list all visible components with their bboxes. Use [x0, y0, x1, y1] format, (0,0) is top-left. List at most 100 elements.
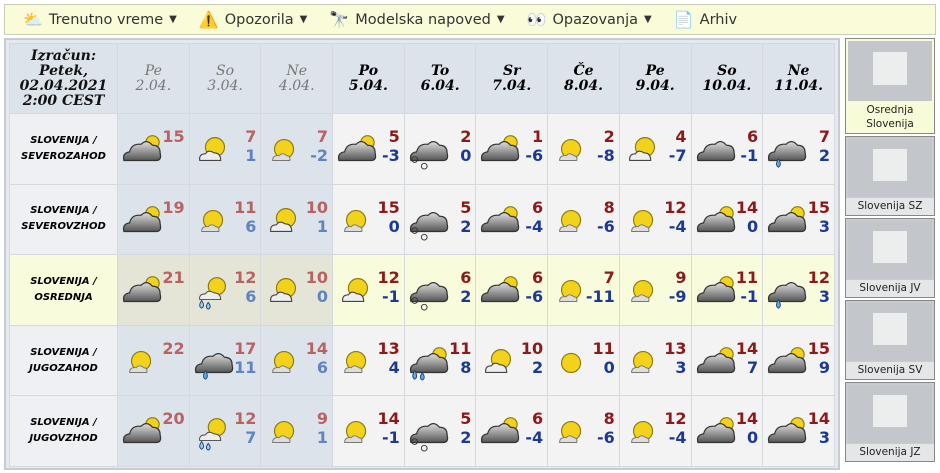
mostly-sunny-icon [622, 201, 666, 241]
min-temp: 7 [747, 357, 759, 377]
rain-icon [765, 130, 809, 170]
forecast-cell: 13 4 [332, 324, 405, 397]
mostly-cloudy-icon [765, 201, 809, 241]
forecast-cell: 7 -11 [547, 254, 620, 326]
day-header: To 6.04. [403, 43, 477, 114]
min-temp: 1 [316, 428, 329, 448]
region-label-line: SEVEROVZHOD [21, 221, 106, 233]
forecast-cell: 15 3 [762, 183, 835, 256]
day-name: So [216, 62, 235, 79]
forecast-cell: 20 [117, 395, 190, 467]
day-date: 10.04. [702, 77, 752, 94]
region-map-list: Osrednja Slovenija Slovenija SZ Slovenija J… [845, 38, 937, 464]
region-row: SLOVENIJA / SEVEROZAHOD 15 7 1 7 -2 5 -3 2 0 1 -6 2 -8… [9, 113, 835, 185]
menu-arhiv[interactable]: 📄 Arhiv [674, 10, 737, 29]
showers-icon [192, 271, 236, 311]
partly-cloudy-icon [192, 130, 236, 170]
mostly-sunny-icon [622, 412, 666, 452]
region-label-line: SLOVENIJA / [30, 275, 97, 287]
max-temp: 12 [664, 197, 687, 217]
max-temp: 14 [735, 338, 759, 358]
region-map-thumbnail[interactable]: Slovenija SV [845, 300, 935, 380]
forecast-cell: 22 [117, 324, 190, 397]
menu-opozorila[interactable]: ⚠️ Opozorila ▼ [199, 10, 308, 29]
forecast-table-container: Izračun: Petek, 02.04.2021 2:00 CEST Pe 2.04.… [4, 38, 840, 470]
mostly-cloudy-icon [120, 412, 164, 452]
forecast-cell: 11 -1 [690, 254, 764, 326]
max-temp: 17 [234, 338, 257, 358]
caret-down-icon: ▼ [299, 14, 308, 25]
forecast-cell: 5 -3 [332, 113, 405, 185]
menu-opazovanja[interactable]: 👀 Opazovanja ▼ [527, 10, 652, 29]
forecast-cell: 21 [117, 254, 190, 326]
region-map-image [848, 41, 932, 101]
region-label-line: SEVEROZAHOD [21, 150, 106, 162]
region-label-line: SLOVENIJA / [30, 205, 97, 217]
calc-line: Petek, [38, 62, 88, 79]
max-temp: 7 [818, 127, 830, 146]
region-label[interactable]: SLOVENIJA / OSREDNJA [9, 254, 118, 326]
caption-line: Slovenija SZ [857, 200, 923, 212]
region-row: SLOVENIJA / JUGOZAHOD 22 17 11 14 6 13 4 11 8 10 2 11… [9, 324, 835, 397]
region-map-thumbnail[interactable]: Slovenija JV [845, 218, 935, 298]
partly-cloudy-icon [478, 342, 522, 382]
max-temp: 6 [531, 197, 544, 217]
day-name: Pe [645, 62, 665, 79]
forecast-cell: 1 -6 [475, 113, 549, 185]
partly-cloudy-icon [263, 271, 307, 311]
min-temp: 2 [460, 216, 472, 236]
min-temp: 0 [388, 216, 400, 236]
region-label[interactable]: SLOVENIJA / SEVEROZAHOD [9, 113, 118, 185]
min-temp: -1 [740, 146, 759, 165]
max-temp: 11 [592, 338, 615, 358]
min-temp: 8 [460, 357, 472, 377]
region-map-caption: Slovenija SZ [846, 198, 934, 215]
day-header: So 10.04. [690, 43, 764, 114]
min-temp: 2 [460, 428, 472, 448]
region-map-image [848, 303, 932, 361]
day-name: To [431, 62, 450, 79]
min-temp: -6 [597, 216, 615, 236]
max-temp: 7 [603, 268, 615, 288]
binoculars-icon: 🔭 [329, 10, 350, 29]
region-row: SLOVENIJA / SEVEROVZHOD 19 11 6 10 1 15 0 5 2 6 -4 8-… [9, 183, 835, 256]
warning-icon: ⚠️ [198, 10, 219, 29]
min-temp: -1 [381, 287, 400, 307]
region-label[interactable]: SLOVENIJA / JUGOVZHOD [9, 395, 118, 467]
max-temp: 5 [460, 197, 472, 217]
forecast-table: Izračun: Petek, 02.04.2021 2:00 CEST Pe 2.04.… [9, 43, 835, 467]
forecast-cell: 14 6 [260, 324, 334, 397]
partly-cloudy-icon: ⛅ [23, 10, 43, 29]
region-map-thumbnail[interactable]: Slovenija SZ [845, 136, 935, 216]
region-label-line: JUGOZAHOD [29, 362, 98, 374]
forecast-cell: 8 -6 [547, 395, 620, 467]
min-temp: -11 [585, 287, 615, 307]
region-map-image [848, 221, 932, 279]
forecast-cell: 6 -6 [475, 254, 549, 326]
menu-trenutno-vreme[interactable]: ⛅ Trenutno vreme ▼ [23, 10, 177, 29]
day-date: 6.04. [420, 77, 460, 94]
partly-cloudy-icon [263, 201, 307, 241]
mostly-cloudy-icon [694, 201, 738, 241]
menu-modelska-napoved[interactable]: 🔭 Modelska napoved ▼ [329, 10, 504, 29]
day-header: So 3.04. [188, 43, 262, 114]
max-temp: 13 [664, 338, 687, 358]
forecast-cell: 17 11 [188, 324, 262, 397]
max-temp: 6 [460, 268, 472, 288]
max-temp: 12 [664, 409, 687, 429]
min-temp: -4 [668, 428, 687, 448]
forecast-cell: 10 1 [260, 183, 334, 256]
max-temp: 11 [449, 338, 472, 358]
region-label[interactable]: SLOVENIJA / JUGOZAHOD [9, 324, 118, 397]
snow-icon [407, 130, 451, 170]
region-label[interactable]: SLOVENIJA / SEVEROVZHOD [9, 183, 118, 256]
region-label-line: SLOVENIJA / [30, 417, 97, 429]
region-map-thumbnail[interactable]: Osrednja Slovenija [845, 38, 935, 134]
forecast-cell: 15 [117, 113, 190, 185]
max-temp: 15 [807, 197, 830, 217]
forecast-cell: 6 -4 [475, 183, 549, 256]
region-map-thumbnail[interactable]: Slovenija JZ [845, 382, 935, 462]
